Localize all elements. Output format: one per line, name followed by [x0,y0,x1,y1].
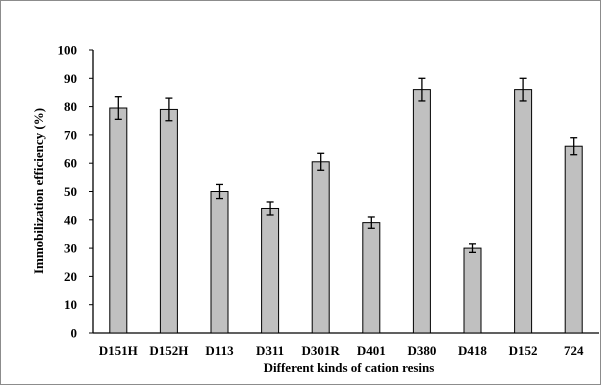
y-tick-label: 50 [64,184,77,199]
y-tick-label: 90 [64,71,77,86]
bar-d151h [109,107,128,334]
bar-d301r [311,161,330,334]
x-tick-label: 724 [564,343,584,358]
x-tick-label: D113 [205,343,234,358]
x-tick-label: D418 [458,343,487,358]
bar-d401 [362,222,381,334]
x-tick-label: D151H [99,343,138,358]
bar-d418 [463,247,482,334]
bar-d380 [412,89,431,334]
y-tick-label: 10 [64,297,77,312]
bar-d113 [210,191,229,334]
x-axis-label: Different kinds of cation resins [264,360,435,375]
x-tick-label: D380 [407,343,436,358]
y-tick-label: 100 [58,43,78,58]
x-tick-label: D401 [357,343,386,358]
x-tick-label: D152 [509,343,538,358]
bar-724 [564,145,583,334]
y-tick-label: 60 [64,156,77,171]
y-tick-label: 80 [64,99,77,114]
bar-d152h [159,108,178,334]
x-tick-label: D152H [149,343,188,358]
y-tick-label: 0 [71,326,78,341]
y-tick-label: 30 [64,241,77,256]
bar-d311 [261,207,280,334]
x-tick-label: D311 [256,343,284,358]
y-tick-label: 70 [64,127,77,142]
y-tick-label: 40 [64,212,77,227]
bar-d152 [514,89,533,334]
y-axis-label: Immobilization efficiency (%) [31,108,46,274]
x-tick-label: D301R [302,343,341,358]
y-tick-label: 20 [64,269,77,284]
